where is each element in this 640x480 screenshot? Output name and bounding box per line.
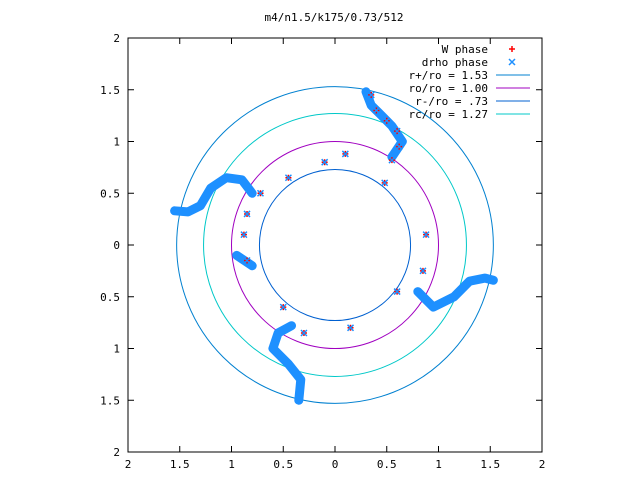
phase-markers (240, 91, 430, 337)
y-tick-label: 1.5 (100, 84, 120, 97)
drho-phase-point (321, 158, 329, 166)
legend-label: r-/ro = .73 (415, 95, 488, 108)
y-tick-label: 0.5 (100, 291, 120, 304)
y-tick-label: 2 (113, 32, 120, 45)
legend-label: drho phase (422, 56, 488, 69)
drho-phase-point (279, 303, 287, 311)
phase-band (170, 173, 257, 217)
x-tick-label: 2 (125, 458, 132, 471)
drho-phase-point (372, 106, 380, 114)
drho-phase-point (284, 174, 292, 182)
phase-band (268, 321, 306, 405)
drho-phase-point (240, 231, 248, 239)
drho-phase-point (341, 150, 349, 158)
y-tick-label: 0 (113, 239, 120, 252)
drho-phase-point (393, 127, 401, 135)
reference-circle (203, 113, 467, 377)
y-tick-label: 0.5 (100, 187, 120, 200)
x-tick-label: 0 (332, 458, 339, 471)
x-tick-label: 0.5 (377, 458, 397, 471)
x-tick-label: 1.5 (170, 458, 190, 471)
drho-phase-point (422, 231, 430, 239)
drho-phase-point (367, 91, 375, 99)
drho-phase-point (381, 179, 389, 187)
legend-label: rc/ro = 1.27 (409, 108, 488, 121)
y-tick-label: 1.5 (100, 394, 120, 407)
drho-phase-point (243, 256, 251, 265)
drho-phase-point (388, 156, 396, 164)
axis-ticks: 2 1.5 1 0.5 0 0.5 1 1.5 221.510.500.511.52 (100, 32, 545, 471)
drho-phase-point (346, 324, 355, 332)
chart-title: m4/n1.5/k175/0.73/512 (264, 11, 403, 24)
drho-phase-point (395, 143, 403, 151)
legend-swatch (508, 58, 516, 66)
drho-phase-point (419, 267, 427, 275)
legend-label: W phase (442, 43, 488, 56)
drho-phase-point (383, 117, 391, 125)
reference-circle (231, 141, 439, 349)
drho-phase-point (256, 189, 265, 197)
legend-label: r+/ro = 1.53 (409, 69, 488, 82)
legend-swatch (509, 46, 515, 52)
x-tick-label: 1 (435, 458, 442, 471)
x-tick-label: 0.5 (273, 458, 293, 471)
reference-circle (176, 86, 494, 404)
drho-phase-point (393, 288, 401, 296)
legend-label: ro/ro = 1.00 (409, 82, 488, 95)
y-tick-label: 1 (113, 136, 120, 149)
drho-phase-point (300, 329, 308, 337)
phase-band (413, 273, 498, 312)
y-tick-label: 2 (113, 446, 120, 459)
x-tick-label: 2 (539, 458, 546, 471)
reference-circle (258, 168, 412, 322)
x-tick-label: 1.5 (480, 458, 500, 471)
phase-bands (170, 87, 498, 405)
x-tick-label: 1 (228, 458, 235, 471)
reference-circles (176, 86, 494, 404)
y-tick-label: 1 (113, 343, 120, 356)
drho-phase-point (243, 210, 251, 218)
